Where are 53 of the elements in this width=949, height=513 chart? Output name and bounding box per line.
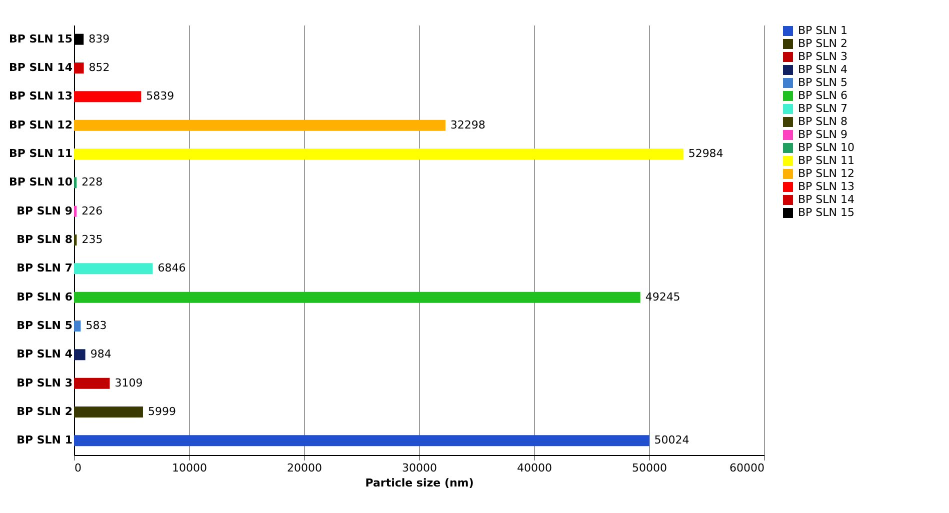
y-tick-label: BP SLN 15 bbox=[8, 32, 72, 46]
legend-label: BP SLN 11 bbox=[798, 154, 855, 167]
data-label: 32298 bbox=[450, 118, 486, 132]
legend-label: BP SLN 4 bbox=[798, 63, 848, 76]
data-label: 5999 bbox=[148, 405, 176, 418]
y-tick-label: BP SLN 2 bbox=[16, 405, 72, 418]
data-label: 6846 bbox=[158, 262, 186, 275]
data-label: 583 bbox=[86, 319, 107, 332]
y-tick-label: BP SLN 3 bbox=[16, 376, 72, 390]
x-tick-label: 10000 bbox=[172, 462, 207, 474]
data-label: 50024 bbox=[654, 434, 690, 447]
y-tick-label: BP SLN 13 bbox=[8, 90, 72, 103]
y-tick-label: BP SLN 8 bbox=[16, 233, 72, 246]
y-tick-label: BP SLN 1 bbox=[16, 434, 72, 447]
legend-label: BP SLN 14 bbox=[798, 193, 855, 206]
y-tick-label: BP SLN 6 bbox=[16, 290, 73, 304]
y-tick-label: BP SLN 10 bbox=[8, 176, 73, 189]
legend-label: BP SLN 8 bbox=[798, 115, 848, 128]
y-tick-label: BP SLN 14 bbox=[8, 61, 73, 74]
x-tick-label: 50000 bbox=[632, 462, 667, 474]
data-label: 52984 bbox=[688, 147, 724, 160]
legend-label: BP SLN 15 bbox=[798, 206, 855, 219]
legend-label: BP SLN 2 bbox=[798, 37, 848, 50]
x-tick-label: 60000 bbox=[730, 462, 764, 474]
y-tick-label: BP SLN 5 bbox=[16, 319, 72, 332]
data-label: 852 bbox=[88, 61, 110, 74]
y-tick-label: BP SLN 12 bbox=[8, 118, 72, 132]
data-label: 839 bbox=[88, 32, 110, 46]
data-label: 235 bbox=[82, 233, 103, 246]
data-label: 3109 bbox=[114, 376, 143, 390]
y-tick-label: BP SLN 11 bbox=[8, 147, 72, 160]
legend-label: BP SLN 13 bbox=[798, 180, 855, 193]
x-axis-title: Particle size (nm) bbox=[365, 476, 474, 490]
x-tick-label: 40000 bbox=[517, 462, 552, 474]
x-tick-label: 30000 bbox=[402, 462, 437, 474]
legend-label: BP SLN 1 bbox=[798, 24, 848, 37]
data-label: 5839 bbox=[146, 90, 174, 103]
data-label: 226 bbox=[82, 204, 103, 218]
data-label: 228 bbox=[82, 176, 103, 189]
legend-label: BP SLN 6 bbox=[798, 89, 848, 102]
y-tick-label: BP SLN 7 bbox=[16, 262, 72, 275]
legend-label: BP SLN 12 bbox=[798, 167, 855, 180]
y-tick-label: BP SLN 9 bbox=[16, 204, 72, 218]
data-label: 984 bbox=[90, 348, 112, 361]
x-tick-label: 20000 bbox=[287, 462, 322, 474]
legend-label: BP SLN 9 bbox=[798, 128, 848, 141]
x-tick-label: 0 bbox=[74, 462, 82, 474]
legend-label: BP SLN 10 bbox=[798, 141, 855, 154]
legend-label: BP SLN 7 bbox=[798, 102, 848, 115]
legend-label: BP SLN 3 bbox=[798, 50, 848, 63]
y-tick-label: BP SLN 4 bbox=[16, 348, 73, 361]
data-label: 49245 bbox=[645, 290, 680, 304]
legend-label: BP SLN 5 bbox=[798, 76, 848, 89]
